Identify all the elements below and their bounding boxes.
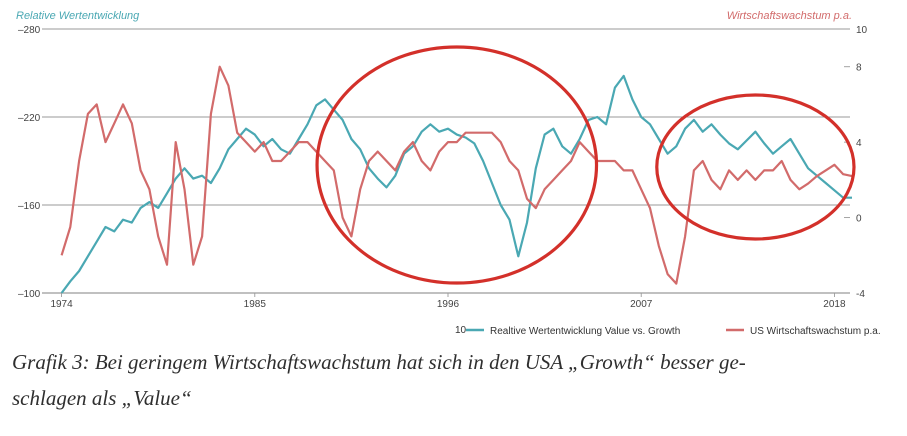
legend-label-value-vs-growth: Realtive Wertentwicklung Value vs. Growt… [490, 326, 680, 337]
right-tick-label: 4 [856, 138, 862, 149]
gridlines [42, 28, 850, 294]
series-line-gdp-growth [60, 65, 853, 285]
x-tick-label: 1974 [50, 299, 73, 310]
legend-label-gdp: US Wirtschaftswachstum p.a. [750, 326, 881, 337]
right-tick-label: 10 [856, 25, 868, 36]
left-tick-label: –280 [18, 25, 41, 36]
series-line-value-vs-growth [60, 74, 852, 294]
left-tick-label: –100 [18, 289, 41, 300]
left-axis-title: Relative Wertentwicklung [16, 10, 140, 22]
x-tick-label: 1996 [437, 299, 460, 310]
x-tick-label: 1985 [244, 299, 267, 310]
right-axis-title: Wirtschaftswachstum p.a. [727, 10, 852, 22]
annotation-circles [315, 45, 856, 285]
right-tick-label: 8 [856, 63, 862, 74]
annotation-circle-2 [655, 93, 856, 241]
series-lines [60, 65, 853, 294]
legend-small-label: 10 [455, 325, 467, 336]
x-tick-label: 2018 [823, 299, 846, 310]
legend: 10 Realtive Wertentwicklung Value vs. Gro… [455, 325, 881, 337]
axis-ticks: –280 –220 –160 –100 10 8 4 0 -4 1974 1985 1996 2007 2… [18, 25, 868, 310]
right-tick-label: 0 [856, 214, 862, 225]
left-tick-label: –220 [18, 113, 41, 124]
caption-line-2: schlagen als „Value“ [12, 386, 192, 410]
x-tick-label: 2007 [630, 299, 653, 310]
annotation-circle-1 [315, 45, 599, 285]
right-tick-label: -4 [856, 289, 865, 300]
chart: Relative Wertentwicklung Wirtschaftswach… [16, 10, 881, 337]
left-tick-label: –160 [18, 201, 41, 212]
caption-line-1: Grafik 3: Bei geringem Wirtschaftswachst… [12, 350, 746, 374]
figure-caption: Grafik 3: Bei geringem Wirtschaftswachst… [12, 344, 897, 416]
